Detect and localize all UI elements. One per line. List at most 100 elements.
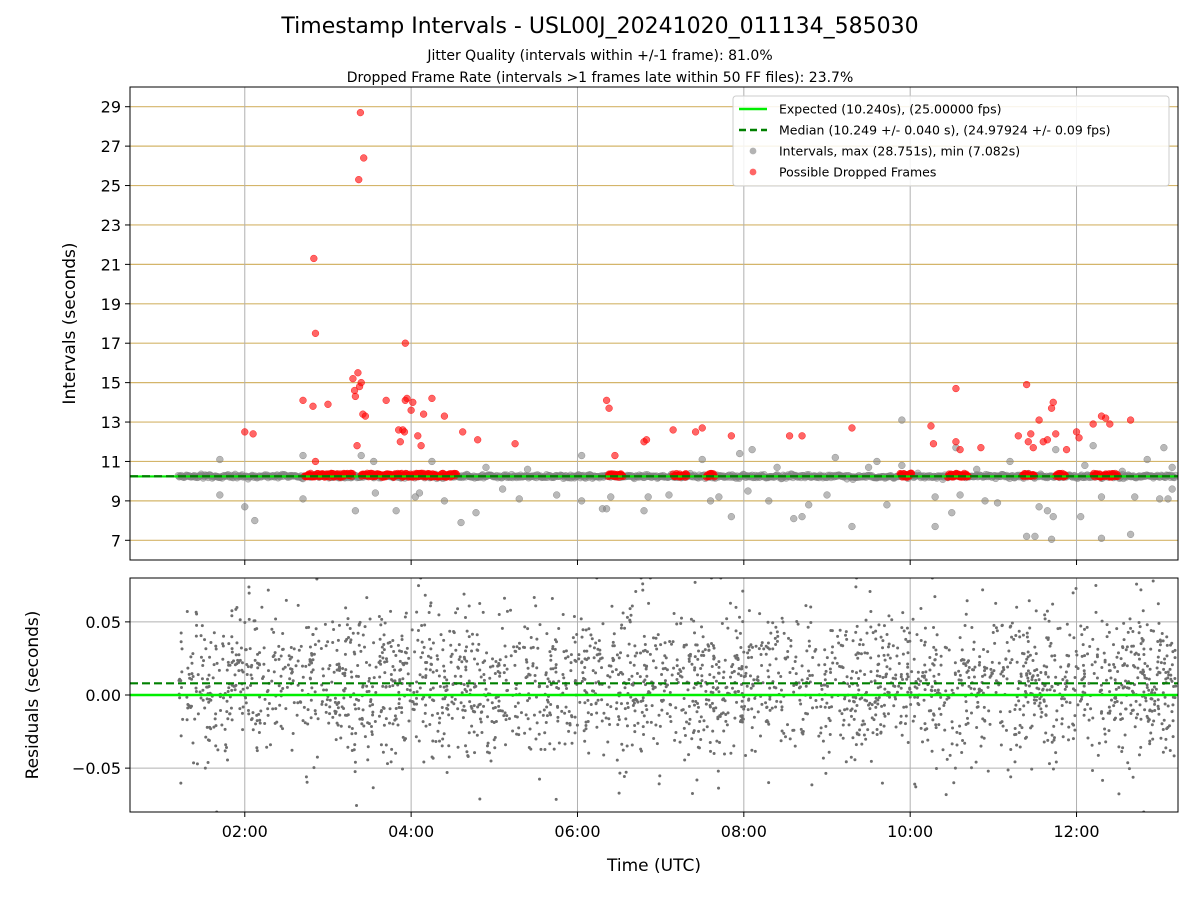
residual-point: [1067, 738, 1071, 742]
residual-point: [906, 740, 910, 744]
residual-point: [1114, 687, 1118, 691]
residual-point: [768, 686, 772, 690]
residual-point: [1160, 722, 1164, 726]
interval-point: [523, 465, 532, 473]
residual-point: [1158, 671, 1162, 675]
residual-point: [247, 585, 251, 589]
residual-point: [800, 664, 804, 668]
residual-point: [517, 641, 521, 645]
residual-point: [590, 689, 594, 693]
residual-point: [266, 707, 270, 711]
residual-point: [693, 631, 697, 635]
residual-point: [482, 704, 486, 708]
residual-point: [403, 615, 407, 619]
residual-point: [1019, 674, 1023, 678]
residual-point: [585, 649, 589, 653]
residual-point: [320, 700, 324, 704]
residual-point: [712, 656, 716, 660]
residual-point: [923, 663, 927, 667]
residual-point: [649, 720, 653, 724]
interval-point: [883, 501, 891, 509]
residual-point: [1024, 661, 1028, 665]
residual-point: [942, 704, 946, 708]
residual-point: [1141, 639, 1145, 643]
residual-point: [464, 649, 468, 653]
residual-point: [678, 740, 682, 744]
residual-point: [1124, 707, 1128, 711]
residual-point: [958, 724, 962, 728]
residual-point: [378, 654, 382, 658]
residual-point: [1061, 677, 1065, 681]
residual-point: [636, 721, 640, 725]
residual-point: [450, 716, 454, 720]
residual-point: [339, 736, 343, 740]
residual-point: [843, 697, 847, 701]
residual-point: [1071, 591, 1075, 595]
residual-point: [969, 711, 973, 715]
residual-point: [214, 644, 218, 648]
residual-point: [695, 710, 699, 714]
residual-point: [350, 748, 354, 752]
residual-point: [456, 745, 460, 749]
residual-point: [1082, 713, 1086, 717]
residual-point: [580, 661, 584, 665]
residual-point: [804, 684, 808, 688]
interval-point: [607, 493, 615, 501]
residual-point: [675, 664, 679, 668]
residual-point: [1139, 588, 1143, 592]
residual-point: [861, 719, 865, 723]
residual-point: [203, 766, 207, 770]
residual-point: [599, 657, 603, 661]
residual-point: [886, 712, 890, 716]
residual-point: [238, 618, 242, 622]
residual-point: [230, 660, 234, 664]
residual-point: [783, 656, 787, 660]
residual-point: [381, 705, 385, 709]
residual-point: [1117, 745, 1121, 749]
residual-point: [944, 793, 948, 797]
residual-point: [230, 609, 234, 613]
residual-point: [1014, 732, 1018, 736]
residual-point: [1054, 760, 1058, 764]
residual-point: [740, 705, 744, 709]
residual-point: [1074, 665, 1078, 669]
residual-point: [700, 625, 704, 629]
residual-point: [216, 748, 220, 752]
residual-point: [960, 648, 964, 652]
residual-point: [1165, 635, 1169, 639]
residual-point: [659, 643, 663, 647]
residual-point: [903, 722, 907, 726]
residual-point: [226, 690, 230, 694]
residual-point: [849, 676, 853, 680]
residual-point: [1009, 775, 1013, 779]
interval-point: [515, 495, 523, 503]
residual-point: [306, 708, 310, 712]
residual-point: [1024, 683, 1028, 687]
residual-point: [766, 669, 770, 673]
residual-point: [1136, 712, 1140, 716]
residual-point: [449, 654, 453, 658]
residual-point: [399, 668, 403, 672]
residual-point: [863, 651, 867, 655]
residual-point: [180, 670, 184, 674]
residual-point: [594, 641, 598, 645]
residual-point: [214, 744, 218, 748]
residual-point: [221, 657, 225, 661]
residual-point: [258, 718, 262, 722]
residual-point: [1095, 676, 1099, 680]
residual-point: [467, 635, 471, 639]
residual-point: [620, 742, 624, 746]
residual-point: [792, 690, 796, 694]
residual-point: [610, 604, 614, 608]
interval-point: [898, 416, 906, 424]
residual-point: [639, 747, 643, 751]
residual-point: [577, 657, 581, 661]
residual-point: [570, 741, 574, 745]
residual-point: [806, 625, 810, 629]
residual-point: [743, 674, 747, 678]
residual-point: [1118, 712, 1122, 716]
residual-point: [852, 717, 856, 721]
residual-point: [1157, 649, 1161, 653]
residual-point: [945, 757, 949, 761]
residual-point: [962, 658, 966, 662]
